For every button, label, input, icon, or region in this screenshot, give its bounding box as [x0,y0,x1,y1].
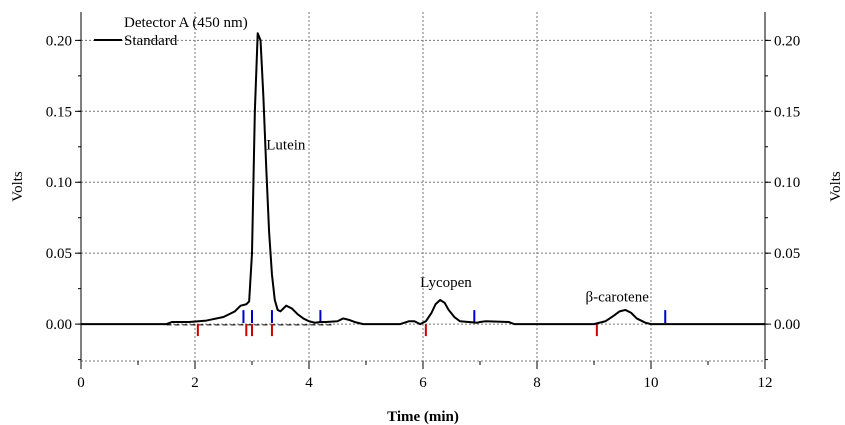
x-tick-label: 12 [758,375,773,391]
series-line-standard [81,32,765,326]
y-tick-label-left: 0.05 [46,246,72,262]
peak-annotation: β-carotene [585,289,649,305]
y-tick-label-left: 0.10 [46,175,72,191]
marker-layer [166,310,667,337]
grid-layer [81,12,765,362]
y-tick-label-left: 0.00 [46,317,72,333]
axes-layer: 0.00 0.00 0.05 0.05 0.10 0.10 0.15 0.15 0.20 0.20… [46,12,800,391]
x-tick-label: 4 [305,375,313,391]
x-tick-label: 6 [419,375,427,391]
text-layer: Time (min) Volts Volts Detector A (450 n… [10,15,844,425]
x-tick-label: 10 [644,375,659,391]
x-tick-label: 8 [533,375,541,391]
peak-annotation: Lycopen [420,275,472,291]
y-tick-label-right: 0.15 [774,104,800,120]
y-tick-label-right: 0.10 [774,175,800,191]
y-tick-label-left: 0.20 [46,33,72,49]
x-axis-label: Time (min) [387,409,459,425]
y-tick-label-right: 0.20 [774,33,800,49]
y-tick-label-right: 0.00 [774,317,800,333]
peak-annotation: Lutein [266,138,306,154]
x-tick-label: 0 [77,375,85,391]
legend-series-label: Standard [124,33,178,49]
y-tick-label-left: 0.15 [46,104,72,120]
y-axis-label-left: Volts [10,171,26,202]
legend-detector-label: Detector A (450 nm) [124,15,248,31]
y-tick-label-right: 0.05 [774,246,800,262]
x-tick-label: 2 [191,375,199,391]
series-layer [81,32,765,326]
y-axis-label-right: Volts [828,171,844,202]
